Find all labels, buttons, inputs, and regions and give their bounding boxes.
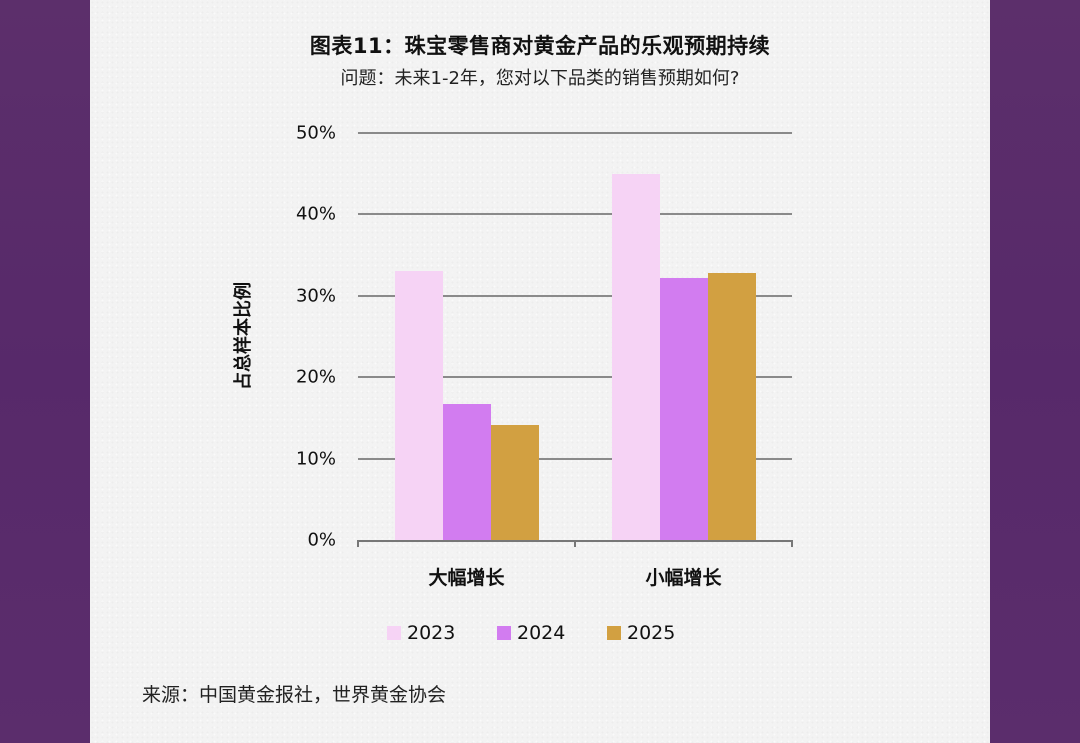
- gridline: [358, 213, 792, 216]
- legend-item-2024: 2024: [497, 622, 607, 644]
- x-axis-tick: [357, 540, 359, 547]
- gridline: [358, 457, 792, 460]
- legend-label: 2024: [517, 622, 566, 644]
- y-axis-label: 占总样本比例: [233, 282, 254, 390]
- bar-2023: [611, 173, 660, 540]
- y-tick-label: 30%: [295, 285, 336, 307]
- x-category-label: 小幅增长: [645, 567, 722, 589]
- chart-subtitle: 问题：未来1-2年，您对以下品类的销售预期如何?: [340, 68, 740, 89]
- legend-item-2025: 2025: [607, 622, 717, 644]
- legend-swatch-2025: [607, 626, 621, 640]
- legend-swatch-2024: [497, 626, 511, 640]
- x-axis-tick: [574, 540, 576, 547]
- bar-2023: [394, 271, 443, 540]
- legend-label: 2023: [407, 622, 456, 644]
- bar-2024: [659, 277, 708, 540]
- gridline: [358, 294, 792, 297]
- left-frame-border: [0, 0, 90, 743]
- bar-2024: [442, 404, 491, 540]
- bar-chart: 占总样本比例 0% 10% 20% 30% 40% 50% 大幅增长 小幅增长: [90, 0, 990, 743]
- y-tick-label: 40%: [295, 203, 336, 225]
- chart-title: 图表11：珠宝零售商对黄金产品的乐观预期持续: [309, 34, 771, 58]
- chart-panel: 图表11：珠宝零售商对黄金产品的乐观预期持续 问题：未来1-2年，您对以下品类的…: [90, 0, 990, 743]
- legend-item-2023: 2023: [387, 622, 497, 644]
- bar-2025: [490, 425, 539, 540]
- y-tick-label: 50%: [295, 122, 336, 144]
- y-tick-label: 20%: [295, 366, 336, 388]
- right-frame-border: [990, 0, 1080, 743]
- y-tick-label: 0%: [307, 529, 336, 551]
- legend: 2023 2024 2025: [387, 622, 717, 644]
- legend-label: 2025: [627, 622, 676, 644]
- y-tick-label: 10%: [295, 448, 336, 470]
- gridline: [358, 132, 792, 134]
- x-axis-tick: [791, 540, 793, 547]
- bar-2025: [707, 273, 756, 540]
- source-note: 来源：中国黄金报社，世界黄金协会: [142, 684, 447, 706]
- gridline: [358, 376, 792, 379]
- x-category-label: 大幅增长: [428, 567, 505, 589]
- legend-swatch-2023: [387, 626, 401, 640]
